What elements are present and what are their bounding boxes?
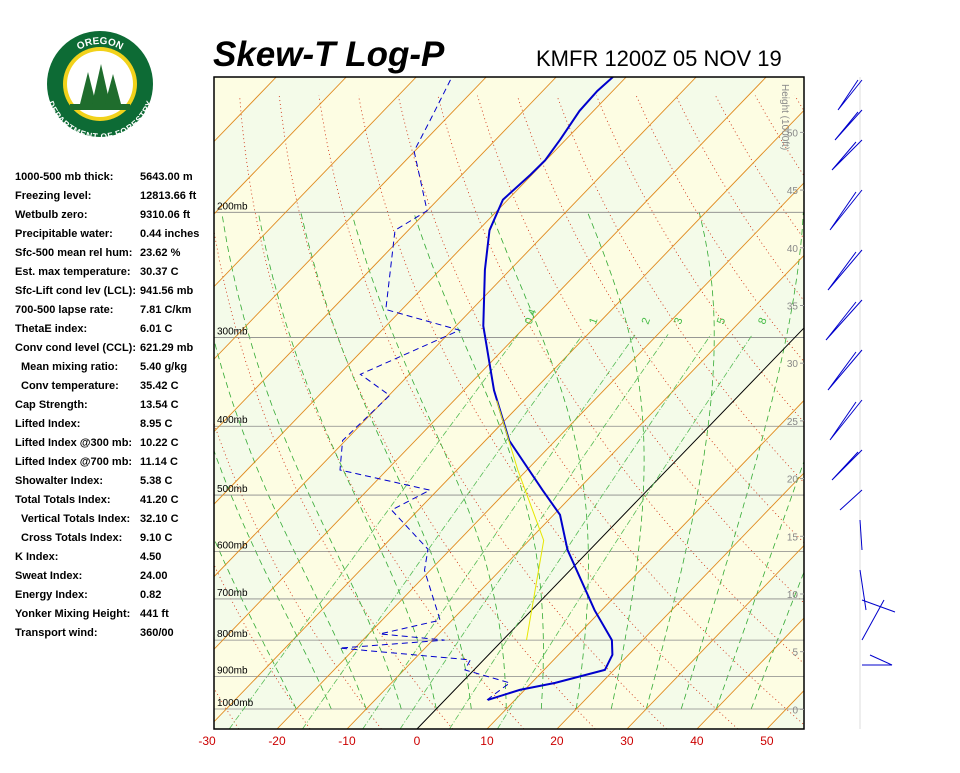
stat-label: Mean mixing ratio:: [21, 361, 118, 373]
stat-value: 941.56 mb: [140, 285, 193, 297]
stat-value: 621.29 mb: [140, 342, 193, 354]
stat-label: 700-500 lapse rate:: [15, 304, 113, 316]
stat-value: 5643.00 m: [140, 171, 193, 183]
stat-label: Energy Index:: [15, 589, 88, 601]
stat-value: 35.42 C: [140, 380, 179, 392]
chart-subtitle: KMFR 1200Z 05 NOV 19: [536, 46, 782, 71]
y2-tick-label: 15: [787, 532, 799, 543]
stat-label: Conv temperature:: [21, 380, 119, 392]
stat-label: Sweat Index:: [15, 570, 82, 582]
stat-value: 4.50: [140, 551, 161, 563]
stat-value: 441 ft: [140, 608, 169, 620]
stat-value: 30.37 C: [140, 266, 179, 278]
stat-label: Cap Strength:: [15, 399, 88, 411]
stat-value: 0.82: [140, 589, 161, 601]
stat-label: Sfc-Lift cond lev (LCL):: [15, 285, 136, 297]
stat-label: Wetbulb zero:: [15, 209, 88, 221]
stat-value: 11.14 C: [140, 456, 178, 468]
stat-value: 12813.66 ft: [140, 190, 197, 202]
stat-value: 8.95 C: [140, 418, 172, 430]
y-tick-label: 700mb: [217, 588, 248, 599]
x-tick-label: 20: [550, 734, 564, 748]
stat-value: 24.00: [140, 570, 168, 582]
background-band: [907, 77, 960, 729]
y-tick-label: 800mb: [217, 629, 248, 640]
x-tick-label: 30: [620, 734, 634, 748]
y2-tick-label: 30: [787, 359, 799, 370]
stat-label: K Index:: [15, 551, 58, 563]
y2-tick-label: 5: [792, 648, 798, 659]
stat-label: Vertical Totals Index:: [21, 513, 130, 525]
x-tick-label: 0: [414, 734, 421, 748]
x-tick-label: -10: [338, 734, 356, 748]
stat-value: 6.01 C: [140, 323, 172, 335]
dry-adiabat: [795, 96, 960, 729]
x-tick-label: -30: [198, 734, 216, 748]
y2-tick-label: 35: [787, 301, 799, 312]
stat-value: 9310.06 ft: [140, 209, 190, 221]
y2-tick-label: 45: [787, 186, 799, 197]
stat-value: 10.22 C: [140, 437, 179, 449]
stat-value: 23.62 %: [140, 247, 181, 259]
stat-label: Conv cond level (CCL):: [15, 342, 136, 354]
stat-value: 0.44 inches: [140, 228, 199, 240]
y-tick-label: 900mb: [217, 665, 248, 676]
stat-label: Lifted Index:: [15, 418, 80, 430]
stat-label: ThetaE index:: [15, 323, 87, 335]
y2-tick-label: 0: [792, 705, 798, 716]
x-tick-label: 50: [760, 734, 774, 748]
stat-label: Transport wind:: [15, 627, 98, 639]
stat-label: Sfc-500 mean rel hum:: [15, 247, 132, 259]
stat-label: Est. max temperature:: [15, 266, 131, 278]
stat-label: Cross Totals Index:: [21, 532, 122, 544]
y2-tick-label: 40: [787, 244, 799, 255]
stat-value: 41.20 C: [140, 494, 179, 506]
stat-label: Total Totals Index:: [15, 494, 111, 506]
y-tick-label: 300mb: [217, 326, 248, 337]
y-tick-label: 400mb: [217, 415, 248, 426]
stat-value: 9.10 C: [140, 532, 172, 544]
stat-label: Lifted Index @700 mb:: [15, 456, 132, 468]
stat-value: 5.40 g/kg: [140, 361, 187, 373]
dry-adiabat: [835, 96, 960, 729]
stat-label: 1000-500 mb thick:: [15, 171, 113, 183]
y-tick-label: 500mb: [217, 484, 248, 495]
stat-label: Freezing level:: [15, 190, 91, 202]
y2-tick-label: 10: [787, 590, 799, 601]
wind-barbs: [826, 77, 895, 729]
stat-value: 13.54 C: [140, 399, 179, 411]
dry-adiabat: [914, 96, 960, 729]
stat-value: 7.81 C/km: [140, 304, 192, 316]
x-tick-label: -20: [268, 734, 286, 748]
stat-label: Showalter Index:: [15, 475, 103, 487]
stat-label: Yonker Mixing Height:: [15, 608, 130, 620]
y2-tick-label: 20: [787, 475, 799, 486]
y2-tick-label: 25: [787, 417, 799, 428]
dry-adiabat: [874, 96, 960, 729]
x-tick-label: 10: [480, 734, 494, 748]
y-tick-label: 1000mb: [217, 698, 254, 709]
stat-value: 32.10 C: [140, 513, 179, 525]
y-tick-label: 200mb: [217, 201, 248, 212]
dry-adiabat: [954, 96, 960, 729]
x-tick-label: 40: [690, 734, 704, 748]
y-tick-label: 600mb: [217, 540, 248, 551]
y2-axis-label: Height (1000ft): [779, 84, 790, 150]
logo: OREGON DEPARTMENT OF FORESTRY: [46, 31, 154, 141]
stat-value: 360/00: [140, 627, 174, 639]
stat-label: Precipitable water:: [15, 228, 113, 240]
chart-title: Skew-T Log-P: [213, 35, 445, 74]
stat-value: 5.38 C: [140, 475, 172, 487]
stat-label: Lifted Index @300 mb:: [15, 437, 132, 449]
